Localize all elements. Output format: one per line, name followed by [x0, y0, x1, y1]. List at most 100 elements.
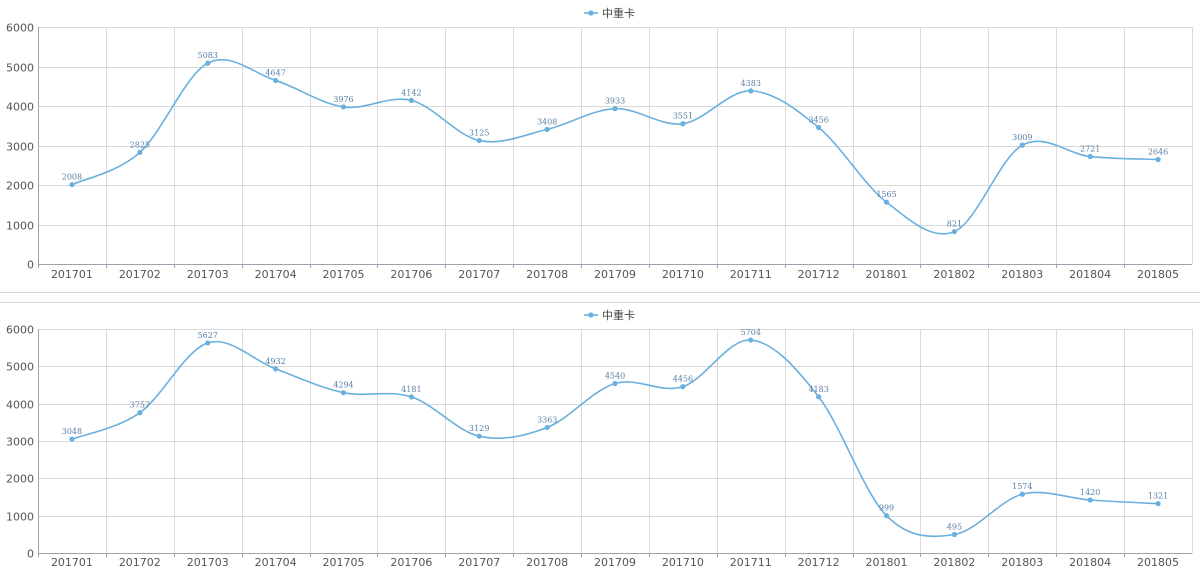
data-point[interactable] — [272, 77, 279, 84]
data-point[interactable] — [1019, 491, 1025, 497]
data-point[interactable] — [1087, 497, 1093, 503]
data-label: 5627 — [198, 331, 218, 340]
x-tick-label: 201712 — [798, 268, 840, 281]
x-tick-label: 201805 — [1137, 556, 1179, 568]
data-point[interactable] — [69, 182, 75, 188]
data-label: 5083 — [198, 51, 218, 60]
x-tick-label: 201706 — [390, 556, 432, 568]
series-line — [71, 58, 1159, 235]
x-tick-label: 201802 — [933, 556, 975, 568]
y-tick-label: 1000 — [6, 220, 34, 233]
data-point[interactable] — [816, 394, 822, 400]
legend[interactable]: 中重卡 — [584, 308, 635, 322]
data-point[interactable] — [408, 97, 414, 103]
data-label: 2825 — [130, 140, 150, 149]
x-tick-label: 201705 — [322, 268, 364, 281]
data-label: 1565 — [876, 190, 896, 199]
data-point[interactable] — [1155, 156, 1161, 163]
x-tick-label: 201702 — [119, 556, 161, 568]
data-label: 4142 — [401, 88, 421, 97]
data-point[interactable] — [612, 106, 618, 112]
data-point[interactable] — [544, 424, 550, 431]
data-point[interactable] — [680, 121, 686, 127]
data-label: 4294 — [333, 381, 353, 390]
data-point[interactable] — [680, 384, 686, 390]
data-point[interactable] — [476, 137, 482, 144]
x-tick-label: 201706 — [390, 268, 432, 281]
data-label: 3009 — [1012, 133, 1032, 142]
y-tick-label: 5000 — [6, 361, 34, 374]
data-point[interactable] — [544, 126, 550, 132]
x-tick-label: 201803 — [1001, 268, 1043, 281]
x-tick-label: 201804 — [1069, 556, 1111, 568]
data-label: 4932 — [265, 357, 285, 366]
x-tick-label: 201708 — [526, 556, 568, 568]
x-tick-label: 201701 — [51, 268, 93, 281]
data-point[interactable] — [748, 88, 754, 94]
data-label: 4456 — [673, 375, 693, 384]
x-tick-label: 201704 — [255, 556, 297, 568]
legend-marker-icon — [588, 10, 594, 16]
data-point[interactable] — [1087, 153, 1093, 160]
data-point[interactable] — [748, 337, 754, 343]
y-tick-label: 5000 — [6, 62, 34, 75]
data-point[interactable] — [205, 60, 211, 66]
x-tick-label: 201801 — [866, 268, 908, 281]
y-tick-label: 6000 — [6, 22, 34, 35]
y-tick-label: 4000 — [6, 399, 34, 412]
data-point[interactable] — [951, 228, 958, 235]
data-point[interactable] — [612, 380, 618, 387]
data-point[interactable] — [1155, 501, 1161, 507]
data-point[interactable] — [137, 149, 143, 156]
y-tick-label: 6000 — [6, 324, 34, 337]
data-point[interactable] — [205, 340, 211, 346]
data-point[interactable] — [69, 436, 75, 442]
data-label: 3456 — [808, 115, 828, 124]
data-label: 4540 — [605, 372, 625, 381]
series-line — [71, 339, 1159, 538]
y-tick-label: 3000 — [6, 436, 34, 449]
legend-label: 中重卡 — [602, 308, 635, 322]
data-point[interactable] — [137, 410, 143, 416]
x-tick-label: 201702 — [119, 268, 161, 281]
x-tick-label: 201701 — [51, 556, 93, 568]
x-tick-label: 201703 — [187, 268, 229, 281]
data-label: 5704 — [741, 328, 761, 337]
data-label: 4183 — [808, 385, 828, 394]
data-point[interactable] — [883, 513, 890, 519]
grid — [38, 27, 1193, 265]
data-label: 4647 — [265, 68, 285, 77]
y-tick-label: 2000 — [6, 180, 34, 193]
legend[interactable]: 中重卡 — [584, 6, 635, 20]
top-line-chart: 0 1000 2000 3000 4000 5000 6000 201701 201702 201… — [6, 6, 1193, 281]
data-point[interactable] — [1019, 142, 1025, 148]
x-tick-label: 201708 — [526, 268, 568, 281]
data-label: 2721 — [1080, 145, 1100, 154]
grid — [38, 329, 1193, 554]
data-point[interactable] — [883, 199, 890, 205]
data-label: 999 — [879, 504, 894, 513]
data-point[interactable] — [272, 366, 279, 372]
data-label: 4383 — [741, 79, 761, 88]
x-tick-label: 201705 — [322, 556, 364, 568]
data-label: 3976 — [333, 95, 353, 104]
y-tick-label: 2000 — [6, 473, 34, 486]
x-tick-label: 201709 — [594, 556, 636, 568]
data-point[interactable] — [951, 531, 958, 538]
data-point[interactable] — [476, 433, 482, 439]
data-label: 3757 — [130, 401, 150, 410]
data-point[interactable] — [816, 124, 822, 131]
data-point[interactable] — [340, 104, 347, 110]
y-tick-label: 4000 — [6, 101, 34, 114]
y-tick-label: 0 — [27, 548, 34, 561]
x-tick-label: 201707 — [458, 556, 500, 568]
x-tick-label: 201712 — [798, 556, 840, 568]
x-tick-label: 201710 — [662, 268, 704, 281]
data-label: 1321 — [1148, 492, 1168, 501]
x-tick-label: 201709 — [594, 268, 636, 281]
data-point[interactable] — [340, 390, 347, 396]
data-label: 3363 — [537, 415, 557, 424]
data-label: 4181 — [401, 385, 421, 394]
data-point[interactable] — [408, 394, 414, 400]
